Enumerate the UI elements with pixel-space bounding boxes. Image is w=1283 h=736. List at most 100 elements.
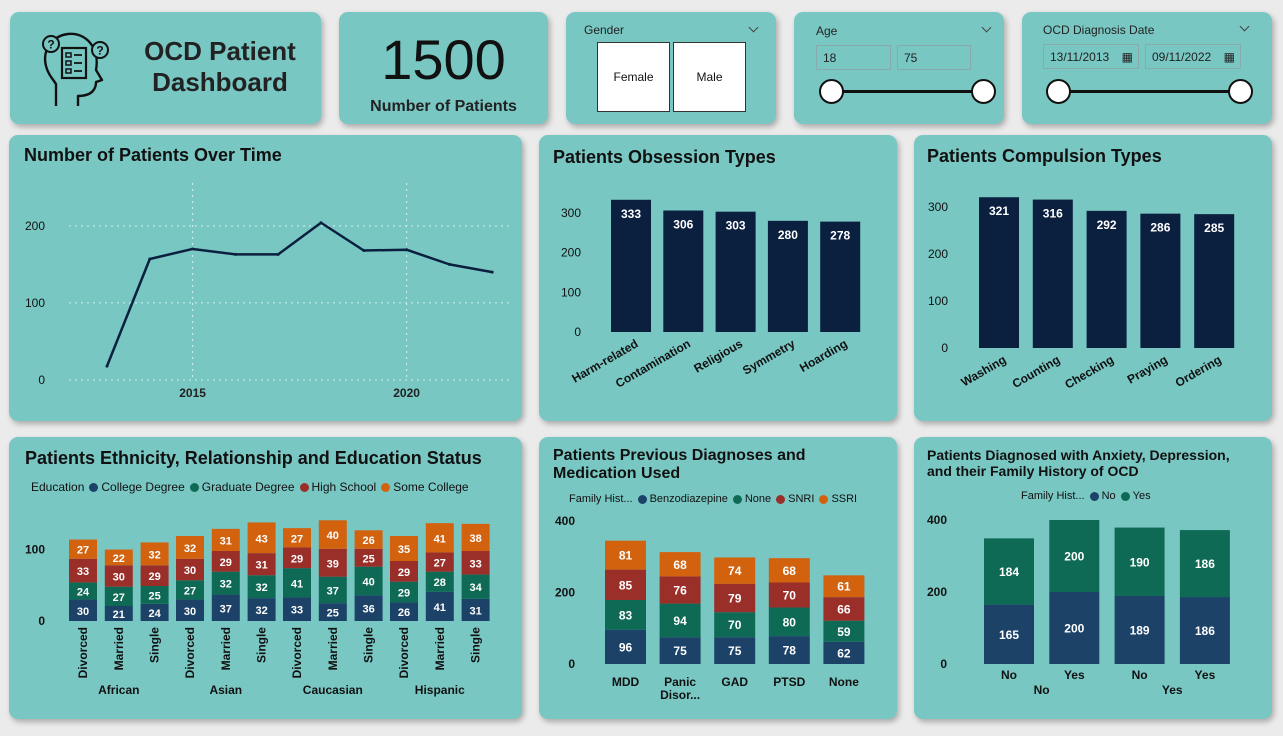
legend-label-somecollege[interactable]: Some College xyxy=(393,480,469,494)
family-history-legend: Family Hist... No Yes xyxy=(1021,490,1151,502)
age-slider-max-handle[interactable] xyxy=(971,79,996,104)
legend-label-ssri[interactable]: SSRI xyxy=(831,493,858,505)
x-tick-label: Single xyxy=(255,627,269,663)
legend-label-graduate[interactable]: Graduate Degree xyxy=(201,480,295,494)
date-end-input[interactable]: 09/11/2022 ▦ xyxy=(1145,44,1241,69)
data-point xyxy=(490,270,494,274)
chevron-down-icon[interactable] xyxy=(1239,21,1250,32)
bar-segment xyxy=(425,552,454,572)
x-tick-label: Checking xyxy=(1062,352,1116,391)
svg-text:?: ? xyxy=(47,38,54,52)
data-label: 29 xyxy=(148,571,160,583)
date-slicer-title: OCD Diagnosis Date xyxy=(1043,23,1155,37)
data-label: 25 xyxy=(362,553,374,565)
bar-segment xyxy=(659,552,701,577)
x-tick-label: Ordering xyxy=(1173,352,1224,389)
bar-segment xyxy=(247,598,276,621)
legend-swatch-no xyxy=(1089,491,1099,501)
bar-segment xyxy=(768,607,810,637)
data-label: 78 xyxy=(783,644,797,658)
bar-segment xyxy=(390,561,418,582)
data-label: 75 xyxy=(673,644,687,658)
date-slider-start-handle[interactable] xyxy=(1046,79,1071,104)
date-start-value: 13/11/2013 xyxy=(1050,50,1110,64)
data-label: 27 xyxy=(184,585,196,597)
data-label: 25 xyxy=(148,590,160,602)
legend-label-benzo[interactable]: Benzodiazepine xyxy=(649,493,728,505)
obsession-types-card: Patients Obsession Types 0 100 200 300 333 Ha… xyxy=(539,135,897,421)
legend-label-yes[interactable]: Yes xyxy=(1132,490,1151,502)
data-label: 333 xyxy=(621,207,641,221)
legend-label-snri[interactable]: SNRI xyxy=(788,493,815,505)
data-label: 29 xyxy=(291,553,303,565)
patient-count-label: Number of Patients xyxy=(370,98,517,115)
data-label: 34 xyxy=(469,582,482,594)
group-label: No xyxy=(1034,683,1050,697)
group-label: Hispanic xyxy=(415,683,465,697)
data-label: 184 xyxy=(999,565,1019,579)
chevron-down-icon[interactable] xyxy=(748,22,759,33)
bar-segment xyxy=(140,603,169,621)
x-tick-label: Panic xyxy=(664,675,696,689)
bar-segment xyxy=(211,594,240,621)
age-slider-track[interactable] xyxy=(832,90,984,93)
calendar-icon[interactable]: ▦ xyxy=(1121,50,1133,64)
data-label: 303 xyxy=(726,219,746,233)
data-label: 280 xyxy=(778,228,798,242)
x-tick-label: Married xyxy=(112,627,126,670)
bar-segment xyxy=(140,586,169,604)
legend-label-highschool[interactable]: High School xyxy=(311,480,377,494)
calendar-icon[interactable]: ▦ xyxy=(1223,50,1235,64)
y-tick-label: 400 xyxy=(555,514,575,528)
bar-segment xyxy=(659,603,701,638)
legend-label-no[interactable]: No xyxy=(1101,490,1116,502)
data-label: 33 xyxy=(469,558,481,570)
diagnoses-title-line2: Medication Used xyxy=(553,465,681,482)
bar-segment xyxy=(69,582,97,600)
gender-option-male[interactable]: Male xyxy=(673,42,746,112)
age-slider-min-handle[interactable] xyxy=(819,79,844,104)
date-slider-end-handle[interactable] xyxy=(1228,79,1253,104)
anxiety-chart: 0 200 400 165 184 No 200 200 Yes 189 190 No 186 186 Ye… xyxy=(927,513,1230,697)
bar-segment xyxy=(318,520,347,549)
data-label: 43 xyxy=(255,533,267,545)
legend-swatch-yes xyxy=(1120,491,1130,501)
bar-segment xyxy=(984,604,1034,664)
bar-segment xyxy=(1179,597,1230,664)
chevron-down-icon[interactable] xyxy=(981,22,992,33)
x-tick-label: Married xyxy=(326,627,340,670)
data-label: 39 xyxy=(327,558,339,570)
group-label: Yes xyxy=(1162,683,1183,697)
x-tick-label: Single xyxy=(469,627,483,663)
legend-label-none[interactable]: None xyxy=(744,493,772,505)
data-label: 32 xyxy=(184,543,196,555)
diagnoses-title: Patients Previous Diagnoses and Medicati… xyxy=(553,447,806,483)
data-label: 31 xyxy=(469,605,481,617)
date-start-input[interactable]: 13/11/2013 ▦ xyxy=(1043,44,1139,69)
bar-segment xyxy=(283,597,311,621)
age-max-input[interactable]: 75 xyxy=(897,45,971,70)
bar-segment xyxy=(425,523,454,553)
patient-count-value: 1500 xyxy=(381,28,506,91)
x-tick-label: Married xyxy=(433,627,447,670)
y-tick-label: 100 xyxy=(561,285,581,299)
data-label: 200 xyxy=(1064,622,1084,636)
bar-segment xyxy=(605,600,646,630)
gender-option-female[interactable]: Female xyxy=(597,42,670,112)
bar-segment xyxy=(69,539,97,559)
date-slider-track[interactable] xyxy=(1058,90,1241,93)
bar xyxy=(979,197,1019,348)
bar-segment xyxy=(318,603,347,621)
data-point xyxy=(447,262,451,266)
bar-segment xyxy=(283,568,311,598)
bar-segment xyxy=(211,528,240,551)
anxiety-title: Patients Diagnosed with Anxiety, Depress… xyxy=(927,447,1230,479)
y-tick-label: 100 xyxy=(25,296,45,310)
x-tick-label: Divorced xyxy=(290,627,304,678)
legend-swatch-college xyxy=(89,482,99,492)
data-label: 32 xyxy=(255,605,267,617)
legend-label-college[interactable]: College Degree xyxy=(101,480,185,494)
data-label: 31 xyxy=(220,535,232,547)
age-min-input[interactable]: 18 xyxy=(816,45,891,70)
education-legend: Education College Degree Graduate Degree… xyxy=(31,480,469,494)
